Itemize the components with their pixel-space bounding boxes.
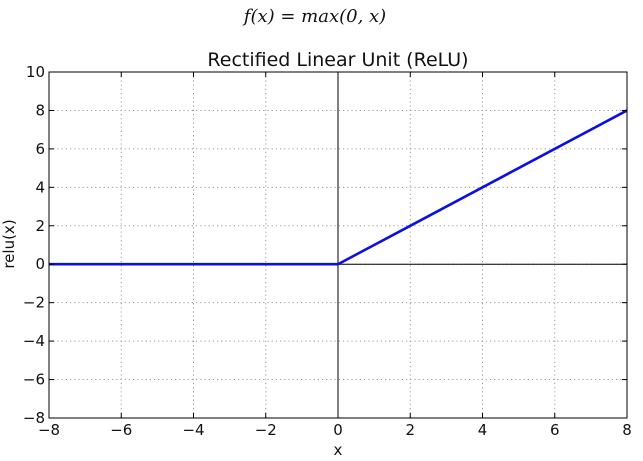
- series-line-relu: [49, 109, 628, 266]
- chart-title: Rectified Linear Unit (ReLU): [207, 49, 468, 71]
- y-tick-label: 8: [35, 101, 45, 119]
- y-tick-label: 0: [35, 255, 45, 273]
- y-tick-labels: −8 −6 −4 −2 0 2 4 6 8 10: [23, 63, 45, 427]
- y-tick-label: 2: [35, 217, 45, 235]
- y-tick-label: −8: [23, 409, 45, 427]
- y-axis-label: relu(x): [0, 219, 18, 268]
- x-tick-labels: −8 −6 −4 −2 0 2 4 6 8: [38, 421, 632, 439]
- y-tick-label: 6: [35, 140, 45, 158]
- x-tick-label: −2: [255, 421, 277, 439]
- series-layer: [49, 109, 628, 266]
- y-tick-label: 4: [35, 178, 45, 196]
- x-tick-label: −8: [38, 421, 60, 439]
- x-tick-label: 6: [550, 421, 560, 439]
- formula: f(x) = max(0, x): [242, 6, 386, 27]
- x-tick-label: 2: [405, 421, 415, 439]
- x-tick-label: 4: [478, 421, 488, 439]
- x-tick-label: 0: [333, 421, 343, 439]
- x-axis-label: x: [334, 441, 343, 459]
- x-tick-label: −4: [182, 421, 204, 439]
- y-tick-label: 10: [26, 63, 45, 81]
- y-tick-label: −2: [23, 294, 45, 312]
- x-tick-label: 8: [622, 421, 632, 439]
- zero-lines: [49, 72, 627, 418]
- y-tick-label: −4: [23, 332, 45, 350]
- tick-marks: [48, 71, 628, 419]
- x-tick-label: −6: [110, 421, 132, 439]
- y-tick-label: −6: [23, 371, 45, 389]
